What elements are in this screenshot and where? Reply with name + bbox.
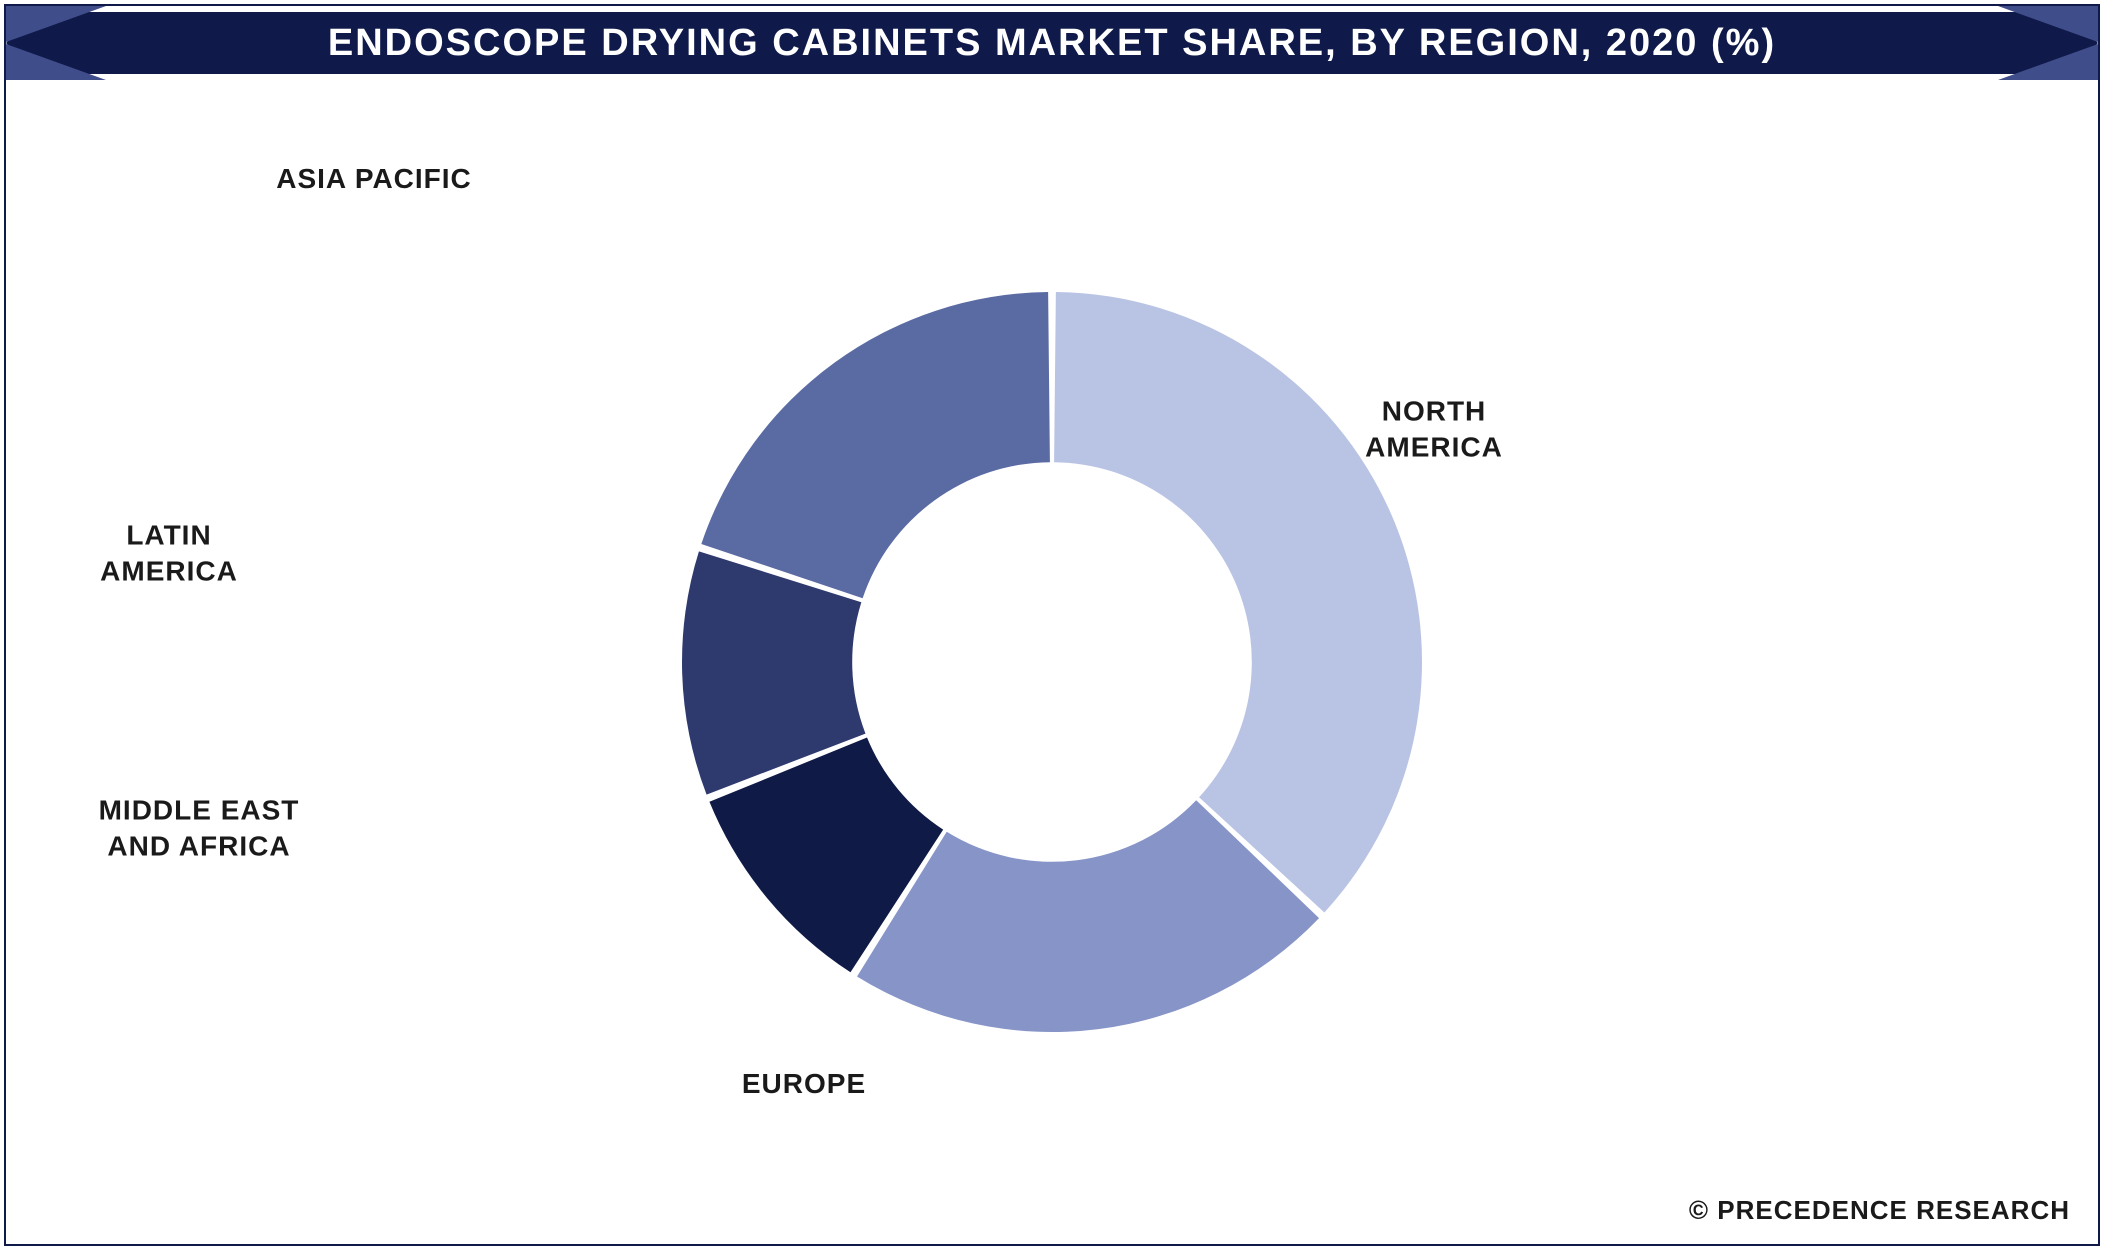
slice-label: ASIA PACIFIC xyxy=(276,161,472,197)
slice-label: LATIN AMERICA xyxy=(100,518,238,591)
slice-label: NORTH AMERICA xyxy=(1365,394,1503,467)
banner-accent-tr xyxy=(1998,6,2098,42)
donut-chart xyxy=(602,212,1502,1112)
chart-title: ENDOSCOPE DRYING CABINETS MARKET SHARE, … xyxy=(328,22,1776,65)
slice-label: EUROPE xyxy=(742,1066,866,1102)
donut-slice xyxy=(701,292,1050,598)
banner-accent-tl xyxy=(6,6,106,42)
banner-accent-br xyxy=(1998,44,2098,80)
slice-label: MIDDLE EAST AND AFRICA xyxy=(99,793,300,866)
banner-bar: ENDOSCOPE DRYING CABINETS MARKET SHARE, … xyxy=(6,12,2098,74)
credit-text: © PRECEDENCE RESEARCH xyxy=(1689,1195,2070,1226)
banner-accent-bl xyxy=(6,44,106,80)
donut-wrap: NORTH AMERICAEUROPEMIDDLE EAST AND AFRIC… xyxy=(602,212,1502,1112)
donut-slice xyxy=(1054,292,1422,912)
chart-area: NORTH AMERICA EUROPE MIDDLE EAST AND AFRIC… xyxy=(6,80,2098,1244)
title-banner: ENDOSCOPE DRYING CABINETS MARKET SHARE, … xyxy=(6,6,2098,80)
chart-frame: ENDOSCOPE DRYING CABINETS MARKET SHARE, … xyxy=(4,4,2100,1246)
